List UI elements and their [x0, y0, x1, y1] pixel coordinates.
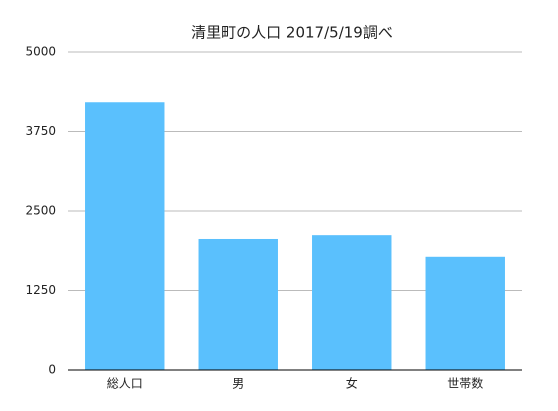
y-tick-label: 0 — [48, 363, 56, 377]
y-tick-label: 1250 — [25, 283, 56, 297]
bar — [85, 102, 165, 370]
x-tick-label: 総人口 — [107, 377, 143, 391]
bar — [425, 256, 505, 370]
y-tick-label: 3750 — [25, 124, 56, 138]
chart-title: 清里町の人口 2017/5/19調べ — [191, 24, 393, 42]
bar — [312, 235, 392, 370]
x-tick-label: 女 — [346, 376, 358, 391]
x-tick-label: 世帯数 — [447, 376, 483, 391]
x-tick-label: 男 — [232, 377, 244, 391]
bar — [198, 238, 278, 370]
y-tick-label: 5000 — [25, 45, 56, 59]
y-tick-label: 2500 — [25, 204, 56, 218]
